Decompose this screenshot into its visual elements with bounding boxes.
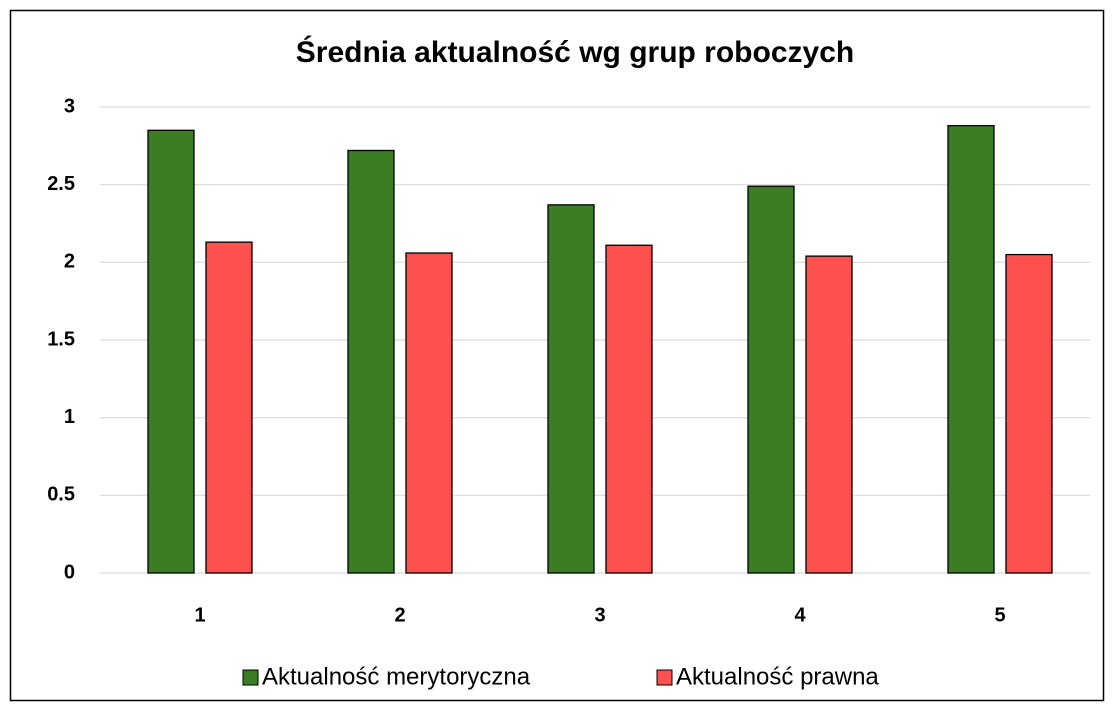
bar (347, 149, 395, 574)
x-tick-label: 4 (794, 604, 806, 626)
bar (747, 185, 795, 574)
legend-swatch (656, 669, 673, 686)
chart-title: Średnia aktualność wg grup roboczych (296, 35, 854, 69)
legend-label: Aktualność merytoryczna (262, 663, 531, 690)
bar (547, 204, 595, 574)
y-tick-label: 0 (64, 561, 75, 583)
bar (605, 244, 653, 574)
bar (405, 252, 453, 574)
y-tick-label: 1 (64, 406, 75, 428)
bar (147, 129, 195, 574)
bar (205, 241, 253, 574)
x-tick-label: 1 (194, 604, 205, 626)
x-tick-label: 3 (594, 604, 605, 626)
y-tick-label: 0.5 (47, 484, 75, 506)
bar (1005, 253, 1053, 574)
bar (947, 124, 995, 574)
y-tick-label: 3 (64, 95, 75, 117)
legend-label: Aktualność prawna (676, 663, 879, 690)
x-tick-label: 2 (394, 604, 405, 626)
legend-swatch (242, 669, 259, 686)
y-tick-label: 1.5 (47, 328, 75, 350)
x-tick-label: 5 (994, 604, 1005, 626)
y-tick-label: 2.5 (47, 173, 75, 195)
y-tick-label: 2 (64, 251, 75, 273)
bar (805, 255, 853, 574)
